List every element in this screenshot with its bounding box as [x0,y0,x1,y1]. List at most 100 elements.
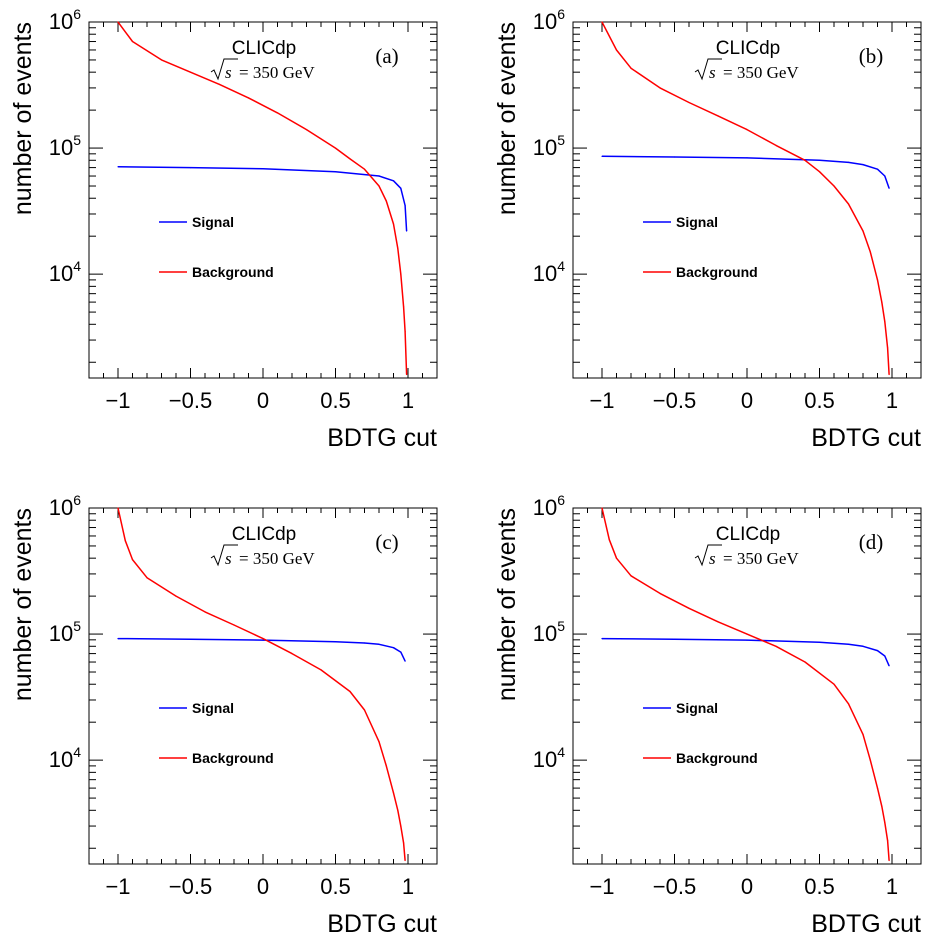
y-tick-label: 106 [533,492,565,520]
sqrt-s-variable: s [709,549,716,568]
x-tick-label: −1 [105,874,130,899]
energy-label: = 350 GeV [239,549,315,568]
x-axis-title: BDTG cut [327,910,437,936]
series-point-background [746,129,748,131]
series-point-background [876,787,879,789]
series-point-background [876,279,879,281]
series-point-background [630,575,632,577]
series-point-signal [818,159,821,161]
series-line-signal [117,637,406,662]
experiment-label: CLICdp [232,524,296,545]
x-tick-label: −1 [105,388,130,413]
y-tick-exponent: 4 [557,258,565,274]
series-point-background [378,185,380,187]
series-point-background [775,645,777,647]
x-axis-title: BDTG cut [327,424,437,452]
experiment-label: CLICdp [716,38,780,59]
y-tick-exponent: 6 [73,6,81,22]
series-point-background [204,611,206,613]
y-tick-exponent: 6 [73,492,81,508]
series-point-background [392,223,395,225]
sqrt-symbol [694,544,722,567]
series-point-signal [392,180,395,182]
series-point-background [131,559,134,561]
energy-label: = 350 GeV [723,63,799,82]
x-tick-label: −0.5 [653,388,696,413]
series-point-signal [862,164,864,166]
series-point-background [717,115,719,117]
series-point-background [881,301,883,303]
y-tick-exponent: 6 [557,6,565,22]
y-tick-label: 105 [49,618,81,646]
series-point-background [400,273,402,275]
series-point-signal [601,155,603,157]
series-point-signal [746,157,748,159]
panel-label: (b) [859,44,884,68]
x-tick-label: 1 [886,388,898,413]
series-point-signal [404,204,406,207]
series-point-background [847,703,850,705]
y-tick-label: 104 [49,258,81,286]
series-point-background [363,709,366,711]
series-point-background [847,203,850,205]
y-tick-exponent: 5 [73,132,81,148]
y-tick-label: 105 [49,132,81,160]
chart-panel-a: −1 −0.5 0 0.5 1 104 105 106 BDTG cut number of ev… [9,6,438,452]
series-point-signal [189,167,192,169]
series-point-background [404,859,406,862]
series-point-signal [888,187,890,189]
series-point-signal [884,655,886,657]
y-tick-label: 105 [533,618,565,646]
legend-label-1: Background [676,264,758,280]
series-point-background [349,158,351,160]
series-point-signal [262,639,264,641]
experiment-label: CLICdp [716,524,780,545]
y-tick-label: 104 [49,744,81,772]
series-point-background [746,633,748,635]
series-point-background [601,21,603,23]
sqrt-s-variable: s [225,63,232,82]
y-tick-exponent: 6 [557,492,565,508]
x-axis-title: BDTG cut [811,910,921,936]
series-point-signal [117,638,119,640]
y-tick-exponent: 5 [557,618,565,634]
y-tick-label: 104 [533,258,565,286]
series-point-background [117,21,119,23]
series-point-signal [378,643,380,645]
series-point-background [833,683,835,685]
chart-panel-c: −1 −0.5 0 0.5 1 104 105 106 BDTG cut number of ev… [9,492,438,936]
series-point-signal [262,168,264,170]
series-point-signal [363,642,366,644]
series-point-signal [876,650,879,652]
series-point-background [887,840,889,842]
series-point-signal [673,156,676,158]
x-tick-label: −1 [589,388,614,413]
series-point-background [804,159,806,161]
series-point-background [862,230,864,232]
series-point-background [608,539,610,541]
y-tick-label: 106 [49,492,81,520]
chart-panel-b: −1 −0.5 0 0.5 1 104 105 106 BDTG cut number of ev… [493,6,922,452]
legend-label-0: Signal [676,214,718,230]
y-tick-label: 106 [49,6,81,34]
panel-label: (c) [375,530,398,554]
series-point-signal [601,638,603,640]
series-point-background [775,144,777,146]
legend-label-1: Background [676,750,758,766]
series-point-signal [400,651,402,653]
series-point-background [131,40,134,43]
x-tick-label: −0.5 [653,874,696,899]
series-point-background [117,507,119,509]
series-point-background [601,507,603,509]
series-point-signal [847,643,850,645]
x-tick-label: −0.5 [169,874,212,899]
x-tick-label: 1 [402,874,414,899]
series-point-background [124,540,126,542]
series-point-signal [406,230,408,232]
series-point-background [385,765,387,767]
series-point-background [659,592,661,595]
series-point-background [888,859,890,862]
series-point-background [615,557,618,559]
series-point-background [349,690,351,693]
